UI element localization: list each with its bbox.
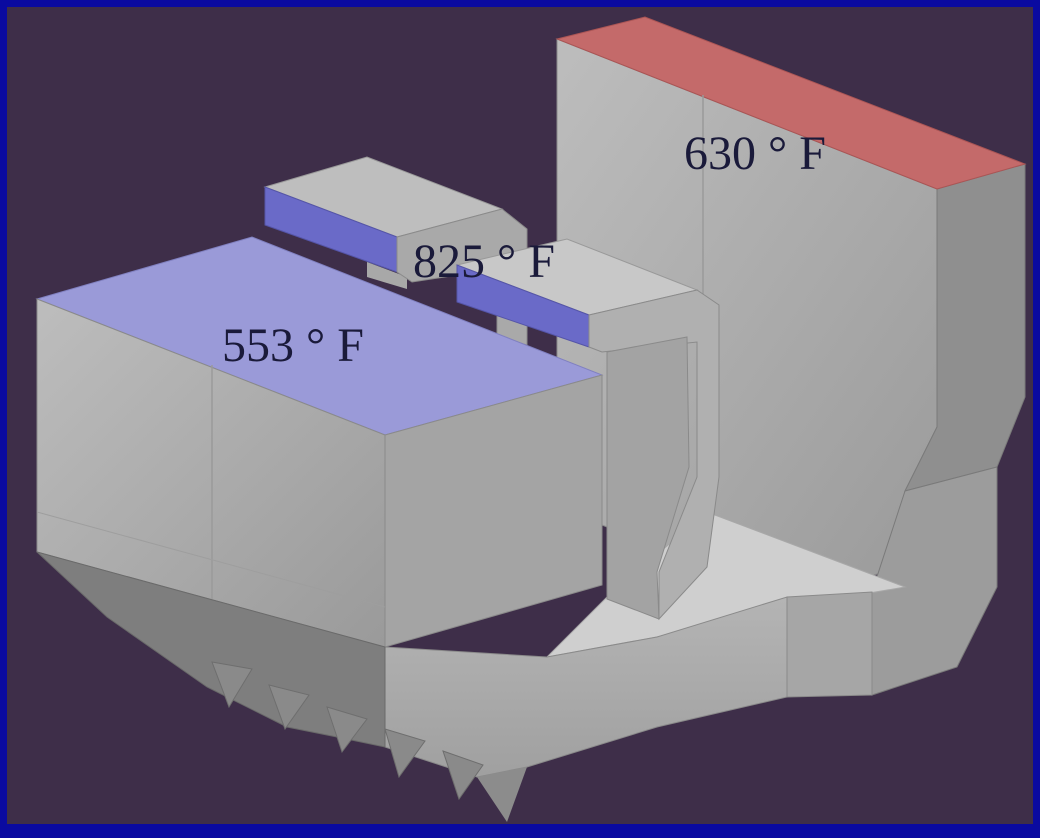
rear-duct [263, 156, 528, 346]
boiler-top-face [555, 16, 1027, 190]
precipitator-unit [35, 236, 604, 801]
hopper-4 [384, 728, 426, 779]
hopper-5 [442, 750, 484, 801]
hopper-1 [211, 661, 253, 709]
precipitator-temp-label: 553 ° F [222, 319, 364, 372]
downcomer-front [606, 336, 690, 620]
rear-duct-support [367, 262, 407, 289]
front-duct-side [588, 289, 720, 621]
duct-temp-label: 825 ° F [413, 235, 555, 288]
hopper-3 [326, 706, 368, 754]
boiler-temp-label: 630 ° F [684, 127, 826, 180]
precipitator-right-face [384, 374, 603, 648]
boiler-3d-diagram: 630 ° F 825 ° F 553 ° F [35, 16, 1027, 822]
hopper-front [477, 767, 527, 822]
base-front-face [384, 596, 788, 778]
base-right-face [786, 591, 873, 698]
hopper-2 [268, 684, 310, 731]
front-duct [455, 238, 720, 621]
